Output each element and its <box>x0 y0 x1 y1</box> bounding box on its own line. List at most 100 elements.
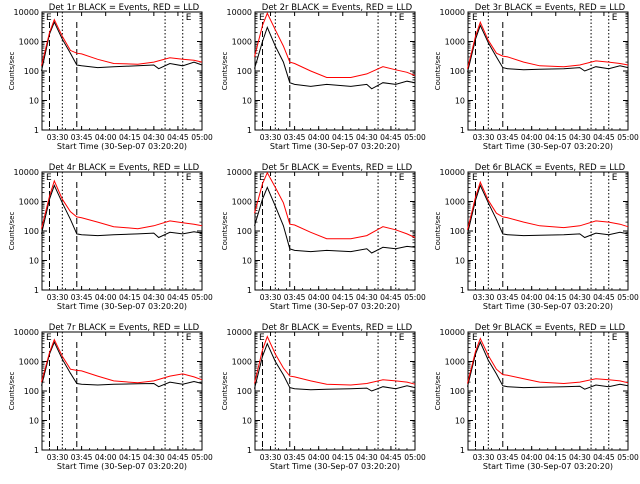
series-line-events <box>254 186 416 254</box>
x-tick-label: 03:45 <box>71 133 93 142</box>
y-tick-label: 1 <box>460 286 465 295</box>
x-tick-label: 04:00 <box>521 133 543 142</box>
series-line-events <box>254 26 416 90</box>
y-tick-label: 1000 <box>19 198 39 207</box>
x-tick-label: 05:00 <box>404 453 426 462</box>
x-tick-label: 04:00 <box>95 453 117 462</box>
x-tick-label: 04:30 <box>356 453 378 462</box>
y-tick-label: 100 <box>450 227 465 236</box>
x-tick-label: 05:00 <box>617 293 639 302</box>
corner-label-left: E <box>46 13 52 23</box>
x-tick-label: 04:15 <box>332 133 354 142</box>
x-tick-label: 04:00 <box>95 293 117 302</box>
y-tick-label: 1000 <box>232 38 252 47</box>
y-axis-label: Counts/sec <box>221 212 229 251</box>
y-tick-label: 10000 <box>440 168 465 177</box>
x-axis-label: Start Time (30-Sep-07 03:20:20) <box>57 142 187 151</box>
detector-panel-2: 1 10 100 1000 10000 03:30 03:45 04:00 04:15 04:30… <box>221 3 426 151</box>
corner-label-right: E <box>612 173 618 183</box>
x-tick-label: 04:30 <box>569 453 591 462</box>
panel-title: Det 8r BLACK = Events, RED = LLD <box>262 323 413 333</box>
detector-panel-4: 1 10 100 1000 10000 03:30 03:45 04:00 04:15 04:30… <box>8 163 213 311</box>
y-tick-label: 1 <box>460 126 465 135</box>
corner-label-left: E <box>472 333 478 343</box>
x-tick-label: 03:30 <box>260 133 282 142</box>
x-tick-label: 04:30 <box>143 293 165 302</box>
x-tick-label: 04:00 <box>308 133 330 142</box>
x-tick-label: 03:45 <box>284 453 306 462</box>
x-tick-label: 04:30 <box>143 133 165 142</box>
x-tick-label: 05:00 <box>617 453 639 462</box>
x-tick-label: 04:45 <box>380 133 402 142</box>
x-tick-label: 04:00 <box>308 453 330 462</box>
x-tick-label: 03:30 <box>47 293 69 302</box>
corner-label-right: E <box>399 333 405 343</box>
x-tick-label: 04:00 <box>521 453 543 462</box>
corner-label-right: E <box>399 13 405 23</box>
panel-title: Det 2r BLACK = Events, RED = LLD <box>262 3 413 13</box>
x-tick-label: 04:45 <box>167 133 189 142</box>
y-axis-label: Counts/sec <box>8 52 16 91</box>
detector-panel-8: 1 10 100 1000 10000 03:30 03:45 04:00 04:15 04:30… <box>221 323 426 471</box>
y-axis-label: Counts/sec <box>8 212 16 251</box>
panel-title: Det 4r BLACK = Events, RED = LLD <box>49 163 200 173</box>
y-tick-label: 10 <box>29 97 39 106</box>
series-line-events <box>41 184 203 239</box>
x-tick-label: 04:45 <box>593 293 615 302</box>
y-tick-label: 10000 <box>14 8 39 17</box>
y-tick-label: 100 <box>237 227 252 236</box>
x-tick-label: 04:45 <box>593 453 615 462</box>
x-tick-label: 03:45 <box>497 133 519 142</box>
y-axis-label: Counts/sec <box>434 372 442 411</box>
y-tick-label: 1000 <box>445 358 465 367</box>
corner-label-left: E <box>472 13 478 23</box>
y-tick-label: 1000 <box>445 198 465 207</box>
plot-frame <box>254 11 416 131</box>
x-tick-label: 04:15 <box>119 453 141 462</box>
panel-title: Det 7r BLACK = Events, RED = LLD <box>49 323 200 333</box>
detector-panel-5: 1 10 100 1000 10000 03:30 03:45 04:00 04:15 04:30… <box>221 163 426 311</box>
x-axis-label: Start Time (30-Sep-07 03:20:20) <box>270 142 400 151</box>
y-tick-label: 10 <box>242 97 252 106</box>
y-tick-label: 10 <box>455 97 465 106</box>
y-tick-label: 100 <box>24 227 39 236</box>
x-tick-label: 04:45 <box>167 293 189 302</box>
x-tick-label: 04:15 <box>545 453 567 462</box>
series-line-lld <box>467 337 629 385</box>
y-axis-label: Counts/sec <box>434 212 442 251</box>
panel-title: Det 3r BLACK = Events, RED = LLD <box>475 3 626 13</box>
detector-panel-6: 1 10 100 1000 10000 03:30 03:45 04:00 04:15 04:30… <box>434 163 639 311</box>
y-tick-label: 100 <box>450 387 465 396</box>
series-line-events <box>41 20 203 72</box>
corner-label-left: E <box>46 333 52 343</box>
panel-title: Det 9r BLACK = Events, RED = LLD <box>475 323 626 333</box>
corner-label-left: E <box>472 173 478 183</box>
x-tick-label: 03:45 <box>71 293 93 302</box>
corner-label-right: E <box>612 13 618 23</box>
plot-frame <box>467 171 629 291</box>
series-line-lld <box>41 18 203 66</box>
x-tick-label: 04:15 <box>545 133 567 142</box>
x-tick-label: 05:00 <box>404 293 426 302</box>
y-tick-label: 1000 <box>232 198 252 207</box>
x-tick-label: 03:45 <box>497 293 519 302</box>
y-tick-label: 10 <box>242 417 252 426</box>
x-tick-label: 03:30 <box>47 453 69 462</box>
x-tick-label: 04:30 <box>143 453 165 462</box>
corner-label-right: E <box>612 333 618 343</box>
x-tick-label: 04:15 <box>545 293 567 302</box>
corner-label-left: E <box>259 333 265 343</box>
y-axis-label: Counts/sec <box>221 372 229 411</box>
corner-label-left: E <box>259 173 265 183</box>
y-tick-label: 10000 <box>14 328 39 337</box>
y-tick-label: 1000 <box>232 358 252 367</box>
corner-label-right: E <box>186 173 192 183</box>
series-line-lld <box>41 338 203 384</box>
x-tick-label: 03:45 <box>497 453 519 462</box>
x-tick-label: 03:30 <box>260 293 282 302</box>
y-tick-label: 10000 <box>440 8 465 17</box>
y-tick-label: 100 <box>24 387 39 396</box>
x-tick-label: 04:45 <box>593 133 615 142</box>
x-tick-label: 04:30 <box>356 133 378 142</box>
